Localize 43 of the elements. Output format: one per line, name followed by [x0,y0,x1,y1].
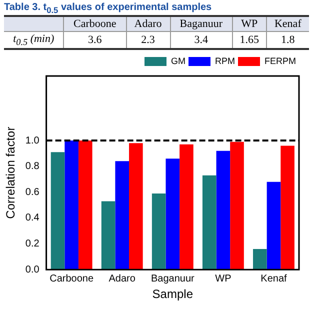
bar [152,194,166,270]
legend-label: FERPM [264,56,296,66]
x-tick-label: Adaro [108,274,136,285]
bar [266,182,281,270]
category-label: WP [232,16,266,32]
data-label: 2.3 [126,32,170,50]
data-label: 3.6 [64,32,126,50]
text: Table 3. t$_{0.5}$ values of experimental samples [4,2,213,15]
category-label: Adaro [126,16,170,32]
bar [129,143,143,270]
x-tick-label: WP [215,274,232,285]
text: t$_{0.5}$ (min) [12,32,56,50]
bar [280,146,294,270]
y-tick-label: 0.8 [25,161,40,172]
bar [78,140,92,270]
category-label: Kenaf [266,16,309,32]
bar [202,176,216,270]
bar [253,249,267,270]
bar [101,201,116,270]
bar [216,151,230,270]
category-label: Carboone [64,16,126,32]
x-tick-label: Carboone [50,274,94,285]
category-label: Baganuur [170,16,232,32]
bar [50,152,65,270]
y-tick-label: 0.0 [25,264,40,276]
x-tick-label: Baganuur [150,274,195,285]
bar [180,144,194,270]
bar [64,140,78,270]
legend-label: GM [171,56,186,66]
bar [230,142,244,270]
bar [115,161,130,270]
y-tick-label: 1.0 [25,135,40,146]
data-label: 3.4 [170,32,232,50]
y-tick-label: 0.2 [25,238,40,250]
y-tick-label: 0.6 [25,187,40,198]
x-tick-label: Kenaf [260,274,288,285]
x-axis-title: Sample [152,287,194,302]
y-tick-label: 0.4 [25,212,40,224]
y-axis-title: Correlation factor [4,126,18,220]
data-label: 1.8 [266,32,309,50]
data-label: 1.65 [232,32,266,50]
bar [166,158,180,270]
legend-label: RPM [215,56,235,66]
